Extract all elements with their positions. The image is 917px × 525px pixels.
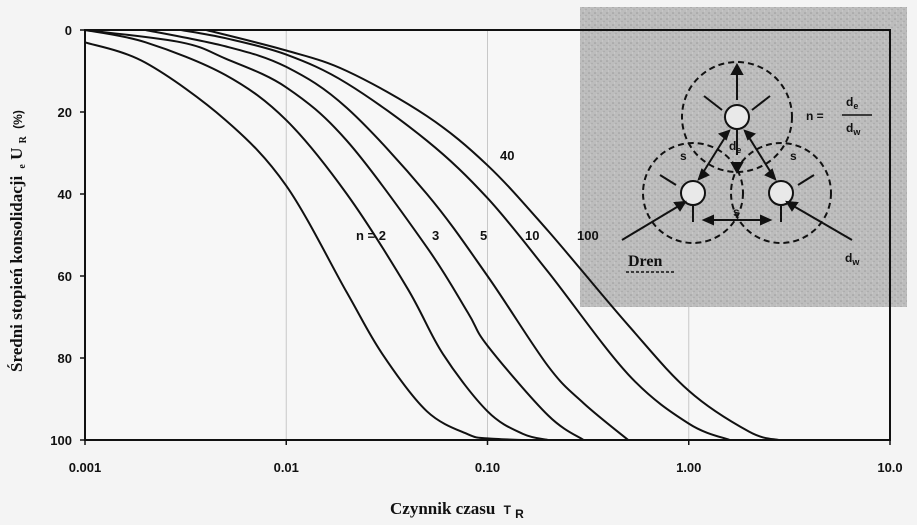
y-axis-prefix: e (17, 164, 28, 169)
drain-left (680, 180, 706, 206)
influence-zone-right (730, 142, 832, 244)
x-tick-label: 1.00 (676, 460, 701, 475)
y-tick-label: 60 (58, 269, 72, 284)
drain-right (768, 180, 794, 206)
de-label: de (729, 139, 741, 155)
drain-diagram: de s s s n = de dw Dren dw (621, 61, 872, 273)
formula-denominator: dw (846, 121, 861, 137)
drain-top (724, 104, 750, 130)
curve-label-n2: n = 2 (356, 228, 386, 243)
x-ticks: 0.001 0.01 0.10 1.00 10.0 (69, 440, 903, 475)
y-axis-title-text: Średni stopień konsolidacji (7, 176, 26, 372)
x-tick-label: 10.0 (877, 460, 902, 475)
curve-label-n100: 100 (577, 228, 599, 243)
curves (84, 29, 779, 441)
y-axis-symbol: U (7, 148, 26, 160)
y-ticks: 0 20 40 60 80 100 (50, 23, 85, 448)
x-tick-label: 0.10 (475, 460, 500, 475)
s-right-label: s (790, 149, 797, 163)
s-left-label: s (680, 149, 687, 163)
curve-label-n3: 3 (432, 228, 439, 243)
curve-labels: n = 2 3 5 10 40 100 (356, 148, 599, 243)
y-tick-label: 80 (58, 351, 72, 366)
y-tick-label: 0 (65, 23, 72, 38)
curve-label-n5: 5 (480, 228, 487, 243)
influence-zone-left (642, 142, 744, 244)
x-axis-unit: T (504, 503, 512, 517)
series-line-4 (180, 29, 731, 441)
y-axis-symbol-sub: R (18, 135, 29, 143)
series-line-2 (84, 29, 585, 441)
y-axis-unit: (%) (11, 110, 25, 129)
y-tick-label: 100 (50, 433, 72, 448)
curve-label-n40: 40 (500, 148, 514, 163)
x-axis-title-text: Czynnik czasu (390, 499, 495, 518)
x-axis-unit-sub: R (515, 507, 524, 521)
formula-lhs: n = (806, 109, 824, 123)
series-line-5 (205, 29, 779, 441)
s-bottom-label: s (733, 205, 740, 219)
x-tick-label: 0.001 (69, 460, 102, 475)
inset-background (580, 7, 907, 307)
y-tick-label: 20 (58, 105, 72, 120)
flow-lines (659, 75, 815, 222)
x-axis-title: Czynnik czasu T R (390, 499, 524, 521)
formula-numerator: de (846, 95, 858, 111)
dw-label: dw (845, 251, 860, 267)
drain-label: Dren (628, 253, 662, 270)
series-line-1 (84, 29, 549, 441)
x-tick-label: 0.01 (274, 460, 299, 475)
series-line-0 (84, 41, 523, 441)
influence-zone-top (681, 61, 793, 173)
spacing-arrows (621, 62, 853, 241)
y-axis-title: Średni stopień konsolidacji e U R (%) (7, 110, 30, 372)
curve-label-n10: 10 (525, 228, 539, 243)
y-tick-label: 40 (58, 187, 72, 202)
series-line-3 (145, 29, 629, 441)
